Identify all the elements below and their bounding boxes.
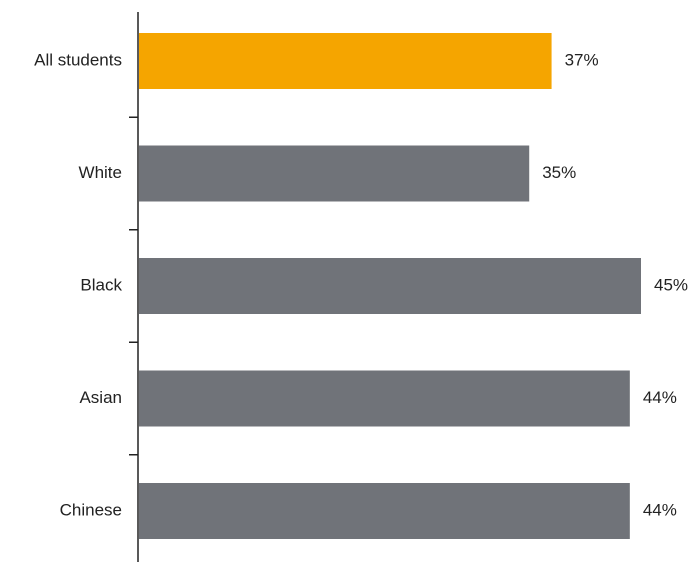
value-label: 35% [542, 163, 576, 182]
bars [139, 33, 641, 539]
category-label: Black [80, 275, 122, 294]
category-label: All students [34, 50, 122, 69]
category-label: White [79, 163, 122, 182]
bar-black [139, 258, 641, 314]
value-label: 45% [654, 275, 688, 294]
category-labels: All students White Black Asian Chinese [34, 50, 122, 519]
bar-white [139, 145, 530, 202]
bar-all-students [139, 33, 552, 89]
value-labels: 37% 35% 45% 44% 44% [542, 50, 688, 519]
category-label: Chinese [60, 500, 122, 519]
category-label: Asian [79, 388, 122, 407]
value-label: 44% [643, 388, 677, 407]
y-axis [129, 12, 139, 562]
bar-asian [139, 370, 630, 427]
bar-chinese [139, 483, 630, 539]
value-label: 37% [565, 50, 599, 69]
value-label: 44% [643, 500, 677, 519]
